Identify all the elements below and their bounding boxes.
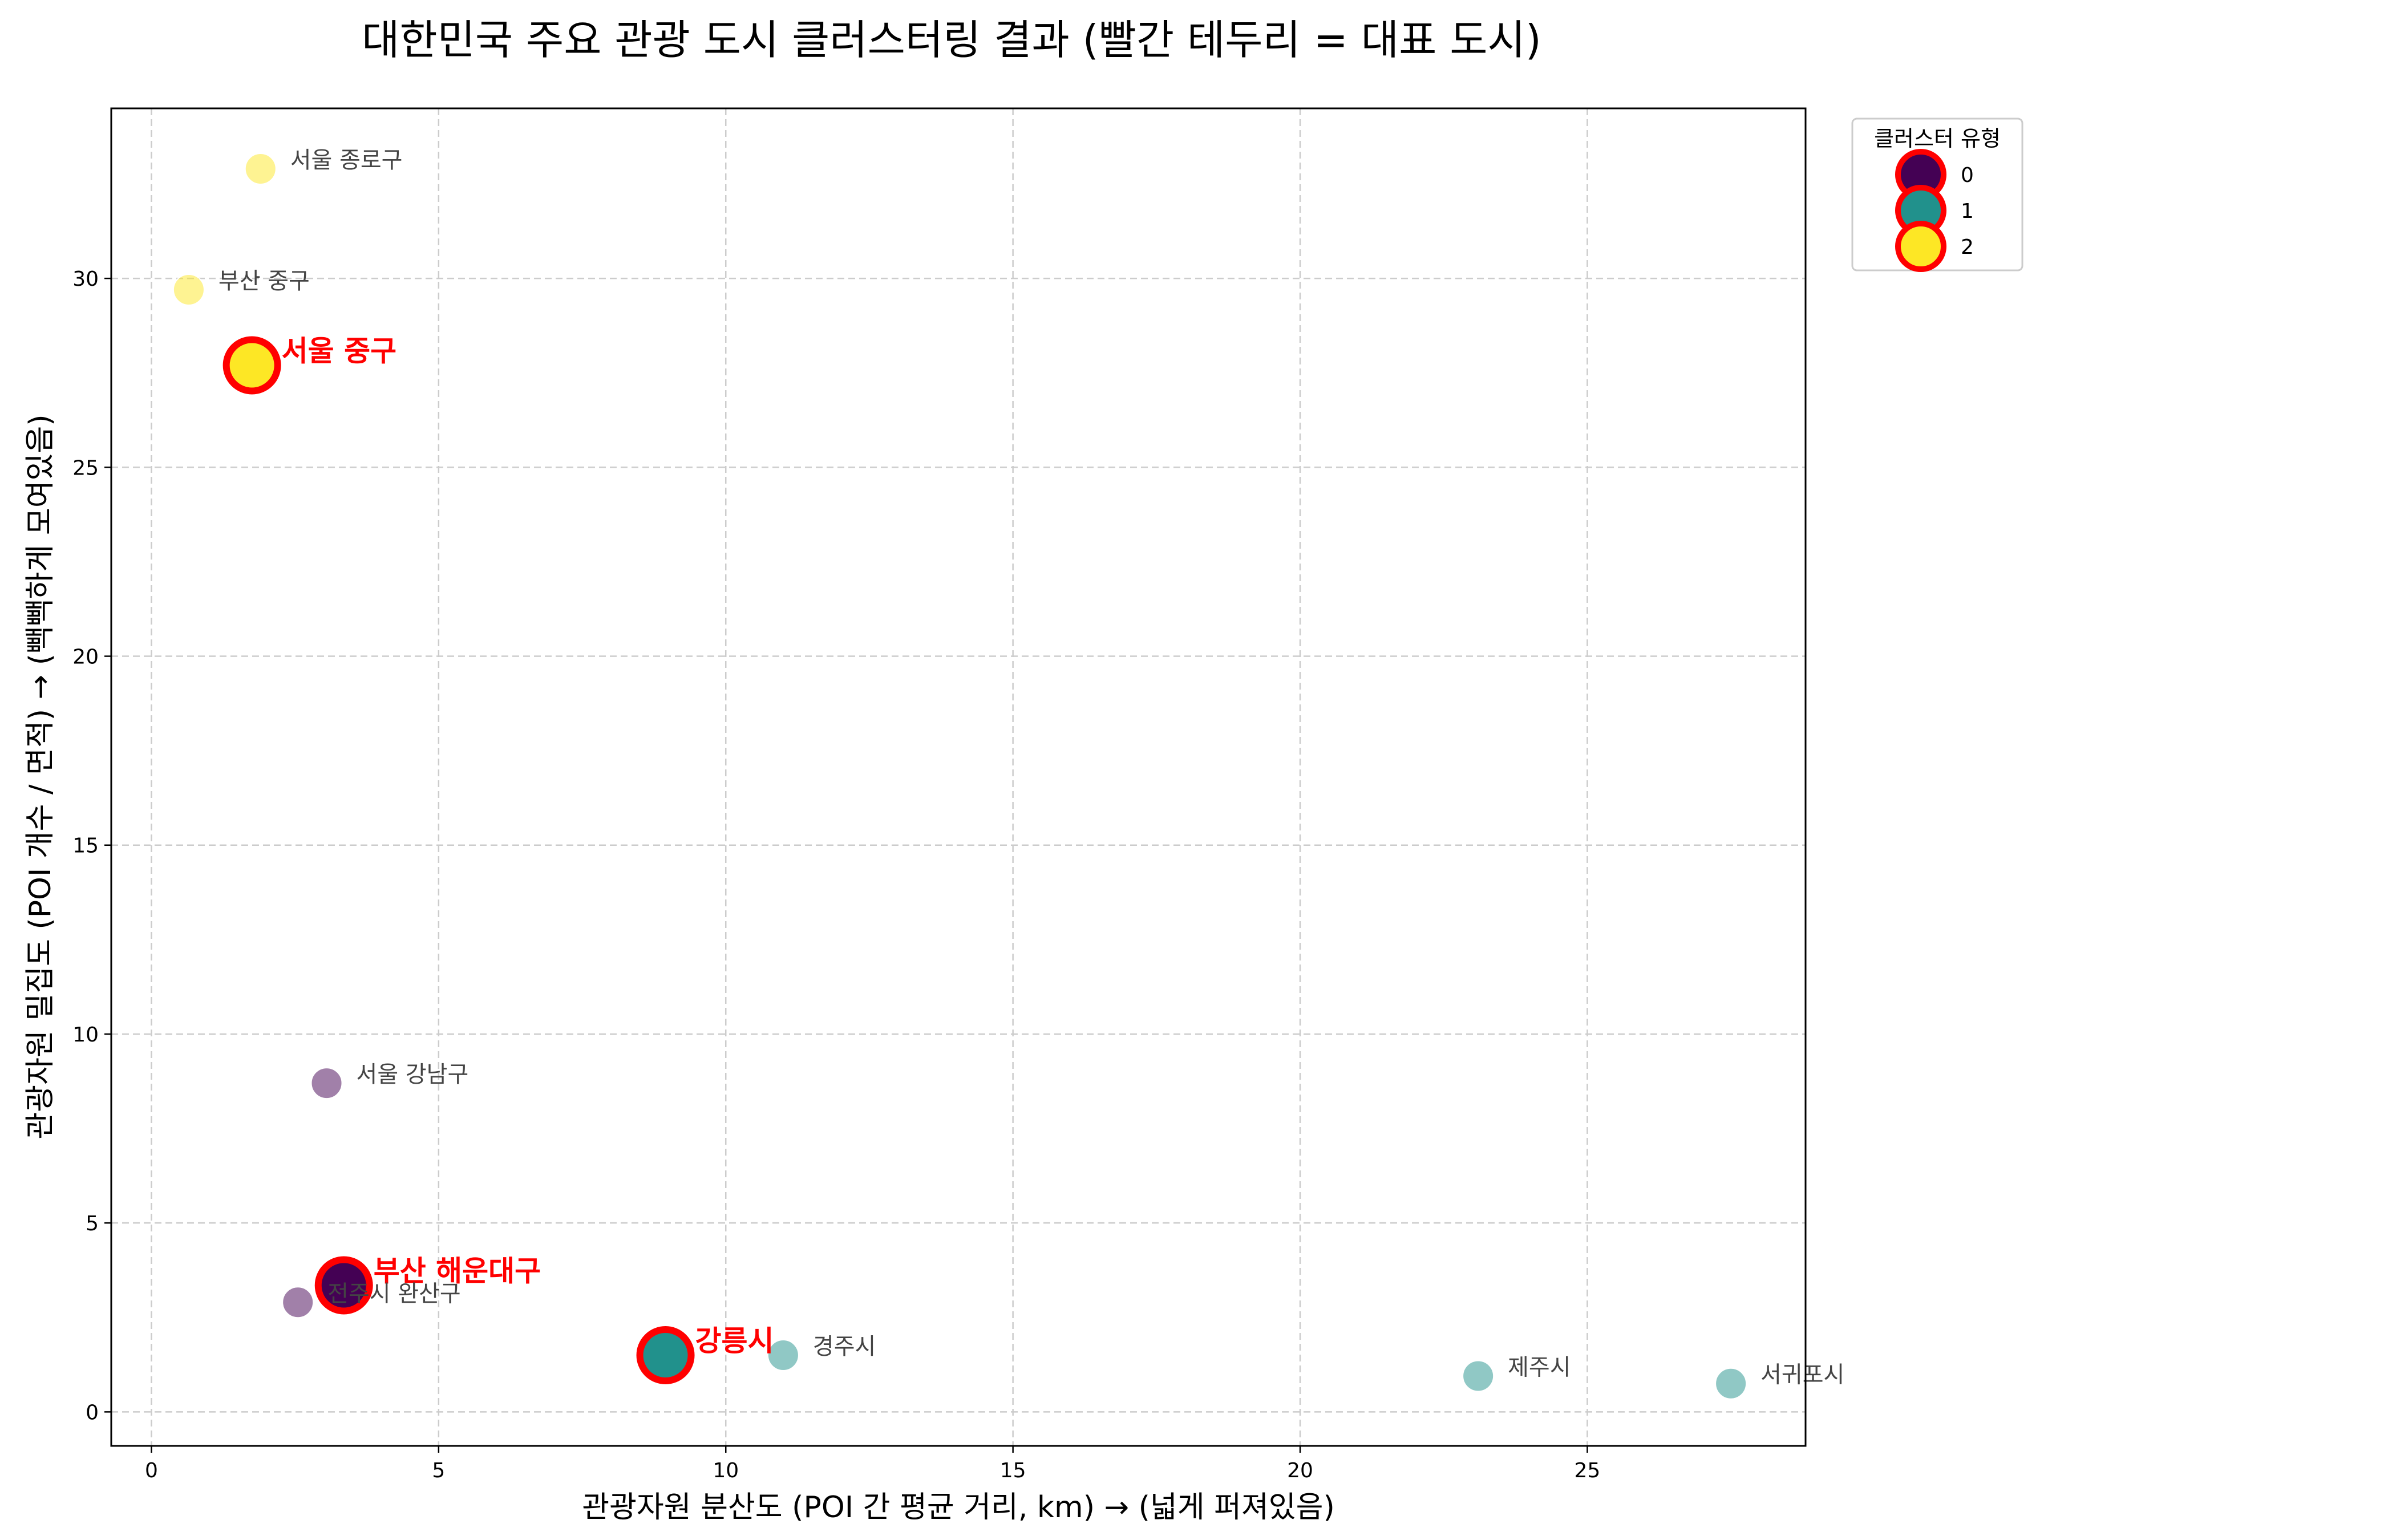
- point-label: 서울 종로구: [290, 147, 403, 173]
- legend-entries: 0 1 2: [1895, 149, 1974, 272]
- x-tick-label: 5: [432, 1459, 445, 1482]
- representative-point: [636, 1326, 695, 1385]
- legend-marker: [1895, 221, 1946, 272]
- plot-frame: [111, 108, 1806, 1446]
- chart-title: 대한민국 주요 관광 도시 클러스터링 결과 (빨간 테두리 = 대표 도시): [362, 16, 1541, 64]
- y-tick-label: 5: [86, 1212, 99, 1235]
- data-point: [310, 1067, 343, 1100]
- data-point: [172, 273, 205, 306]
- point-label: 서귀포시: [1760, 1362, 1844, 1388]
- y-tick-label: 20: [72, 646, 99, 669]
- grid-lines: [111, 108, 1806, 1446]
- legend-label: 1: [1961, 200, 1974, 223]
- representative-label: 서울 중구: [282, 334, 396, 367]
- legend: 클러스터 유형 0 1 2: [1851, 117, 2023, 272]
- y-axis-title: 관광자원 밀집도 (POI 개수 / 면적) → (빽빽하게 모여있음): [23, 414, 58, 1139]
- representative-label: 부산 해운대구: [374, 1254, 541, 1287]
- representative-label: 강릉시: [695, 1324, 774, 1357]
- plot-border: [110, 107, 1807, 1447]
- x-axis-title: 관광자원 분산도 (POI 간 평균 거리, km) → (넓게 퍼져있음): [582, 1490, 1335, 1525]
- legend-label: 2: [1961, 236, 1974, 259]
- x-tick-label: 20: [1287, 1459, 1313, 1482]
- y-tick-label: 25: [72, 456, 99, 480]
- data-point: [1715, 1367, 1747, 1400]
- legend-title: 클러스터 유형: [1874, 126, 2001, 151]
- data-point: [1462, 1360, 1495, 1392]
- point-label: 서울 강남구: [357, 1061, 469, 1088]
- point-label: 경주시: [813, 1334, 876, 1360]
- data-points: [172, 152, 1747, 1400]
- legend-label: 0: [1961, 164, 1974, 187]
- point-label: 제주시: [1508, 1354, 1571, 1380]
- data-point: [282, 1286, 314, 1319]
- x-tick-label: 10: [713, 1459, 739, 1482]
- point-label: 전주시 완산구: [327, 1280, 461, 1307]
- x-tick-label: 25: [1575, 1459, 1601, 1482]
- y-tick-label: 0: [86, 1401, 99, 1424]
- x-tick-label: 0: [145, 1459, 158, 1482]
- point-label: 부산 중구: [218, 268, 310, 294]
- representative-point: [314, 1256, 373, 1315]
- y-tick-label: 15: [72, 834, 99, 858]
- y-tick-label: 10: [72, 1023, 99, 1047]
- axis-ticks: 0 5 10 15 20 25 0 5 10 15 20 25 30: [72, 268, 1600, 1482]
- x-tick-label: 15: [1000, 1459, 1026, 1482]
- representative-point: [222, 336, 281, 395]
- y-tick-label: 30: [72, 268, 99, 291]
- data-point: [767, 1339, 799, 1372]
- data-point: [244, 152, 277, 185]
